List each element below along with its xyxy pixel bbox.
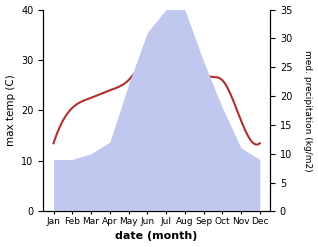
Y-axis label: med. precipitation (kg/m2): med. precipitation (kg/m2) [303, 50, 313, 171]
X-axis label: date (month): date (month) [115, 231, 198, 242]
Y-axis label: max temp (C): max temp (C) [5, 75, 16, 146]
